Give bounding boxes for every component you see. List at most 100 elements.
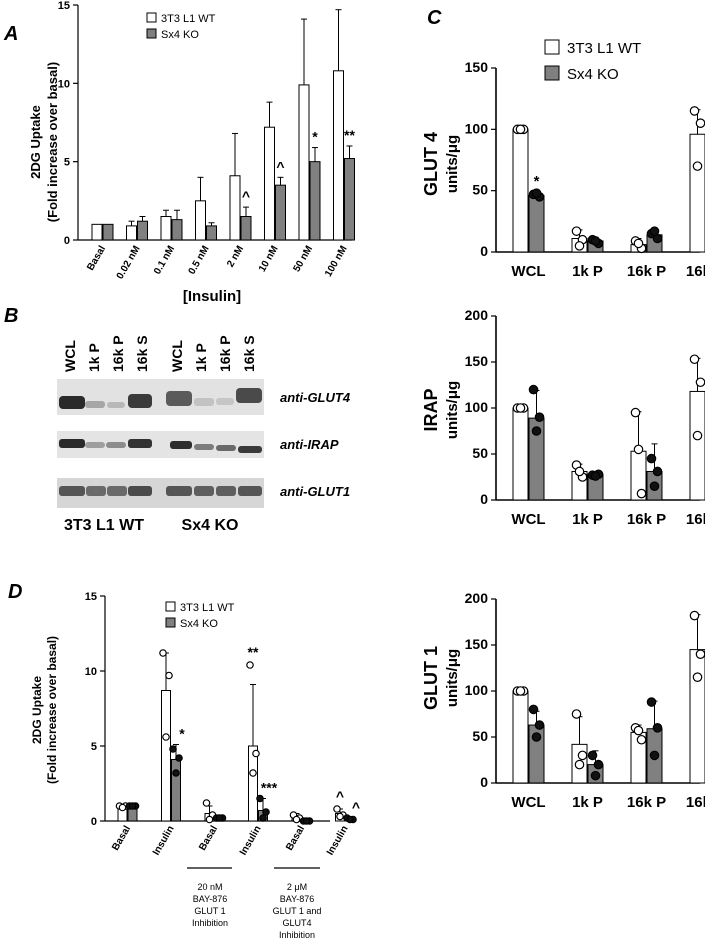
x-tick-label: 16k P — [627, 511, 666, 528]
data-point-ko — [528, 704, 539, 715]
chart-c2-ylabel-1: IRAP — [421, 388, 441, 431]
x-tick-label: WCL — [511, 263, 545, 280]
y-tick-label: 100 — [465, 120, 489, 136]
y-tick-label: 15 — [58, 0, 70, 12]
data-point-ko — [169, 745, 177, 753]
y-tick-label: 0 — [480, 774, 488, 790]
y-tick-label: 50 — [472, 445, 488, 461]
y-tick-label: 0 — [480, 491, 488, 507]
chart-c1-ylabel-1: GLUT 4 — [421, 132, 441, 196]
data-point-wt — [249, 769, 257, 777]
bar-wt — [689, 133, 705, 253]
data-point-ko — [590, 471, 601, 481]
data-point-wt — [571, 709, 582, 719]
x-tick-label: 1k P — [572, 794, 603, 811]
blot-antibody-label: anti-GLUT1 — [280, 484, 350, 499]
y-tick-label: 10 — [58, 78, 70, 90]
blot-band — [194, 444, 214, 450]
bar-ko — [275, 184, 286, 241]
blot-band — [236, 388, 262, 403]
chart-d-note-1-line-4: Inhibition — [192, 918, 228, 928]
bar-wt — [126, 225, 137, 241]
legend-c-label-ko: Sx4 KO — [567, 66, 619, 83]
data-point-wt — [689, 354, 700, 365]
bar-wt — [229, 175, 241, 241]
data-point-ko — [262, 808, 270, 816]
data-point-wt — [630, 407, 641, 418]
chart-d-note-2-line-4: GLUT4 — [282, 918, 311, 928]
data-point-wt — [636, 734, 647, 745]
blot-band — [194, 398, 214, 406]
blot-lane-label: 16k P — [217, 335, 233, 372]
legend-d-swatch-wt — [165, 601, 176, 612]
chart-d-ylabel-2: (Fold increase over basal) — [45, 636, 59, 784]
legend-c-swatch-wt — [544, 39, 560, 55]
data-point-wt — [695, 377, 705, 388]
bar-ko — [171, 219, 183, 241]
data-point-ko — [128, 802, 137, 810]
blot-antibody-label: anti-GLUT4 — [280, 390, 351, 405]
chart-c3-ylabel-2: units/μg — [444, 649, 461, 707]
blot-band — [107, 402, 125, 408]
data-point-wt — [515, 686, 526, 696]
data-point-wt — [577, 750, 588, 761]
data-point-wt — [118, 803, 127, 812]
bar-wt — [160, 216, 172, 241]
chart-d-note-1-line-1: 20 nM — [197, 882, 222, 892]
chart-a-xlabel: [Insulin] — [183, 288, 241, 305]
bar-ko — [344, 158, 355, 241]
chart-c3-ylabel-1: GLUT 1 — [421, 646, 441, 710]
data-point-ko — [302, 817, 311, 825]
chart-d: 2DG Uptake (Fold increase over basal) 3T… — [30, 601, 322, 940]
y-tick-label: 0 — [91, 816, 97, 828]
data-point-ko — [590, 236, 601, 246]
blot-band — [59, 439, 85, 448]
data-point-wt — [636, 488, 647, 499]
x-tick-label: Basal — [197, 824, 220, 853]
bar-ko — [137, 220, 148, 241]
data-point-ko — [593, 759, 604, 770]
y-tick-label: 100 — [465, 682, 489, 698]
y-tick-label: 200 — [465, 590, 489, 606]
significance-mark-ko: *** — [261, 780, 278, 796]
y-tick-label: 150 — [465, 59, 489, 75]
chart-c3: GLUT 1 units/μg — [421, 646, 461, 710]
data-point-wt — [692, 672, 703, 682]
data-point-wt — [695, 118, 705, 128]
data-point-ko — [646, 453, 657, 464]
chart-d-ylabel-1: 2DG Uptake — [30, 676, 44, 744]
blot-band — [170, 441, 192, 449]
legend-c-swatch-ko — [544, 65, 560, 81]
chart-d-note-2-line-1: 2 μM — [287, 882, 307, 892]
bar-ko — [240, 216, 252, 241]
x-tick-label: 1k P — [572, 263, 603, 280]
data-point-wt — [515, 403, 526, 413]
y-tick-label: 0 — [64, 235, 70, 247]
x-tick-label: Basal — [284, 824, 307, 853]
legend-a-swatch-ko — [146, 28, 157, 39]
x-tick-label: 10 nM — [257, 244, 281, 274]
chart-d-note-2-line-3: GLUT 1 and — [273, 906, 322, 916]
x-tick-label: Basal — [110, 824, 133, 853]
bar-wt — [512, 128, 529, 253]
bar-wt — [298, 84, 310, 241]
data-point-ko — [528, 384, 539, 395]
x-tick-label: Insulin — [238, 824, 264, 857]
legend-d-label-ko: Sx4 KO — [180, 618, 218, 630]
data-point-ko — [531, 188, 542, 198]
bar-wt — [512, 407, 529, 501]
data-point-ko — [587, 750, 598, 761]
blot-band — [107, 486, 127, 496]
data-point-wt — [515, 124, 526, 135]
blot-lane-label: WCL — [169, 340, 185, 372]
legend-c-label-wt: 3T3 L1 WT — [567, 40, 641, 57]
blot-band — [85, 442, 105, 448]
data-point-ko — [534, 412, 545, 422]
significance-mark: ** — [344, 127, 355, 143]
chart-c1-ylabel-2: units/μg — [444, 135, 461, 193]
data-point-wt — [633, 444, 644, 455]
bar-ko — [528, 195, 545, 253]
blot-band — [166, 486, 192, 496]
data-point-wt — [159, 649, 167, 657]
legend-a-swatch-wt — [146, 12, 157, 23]
